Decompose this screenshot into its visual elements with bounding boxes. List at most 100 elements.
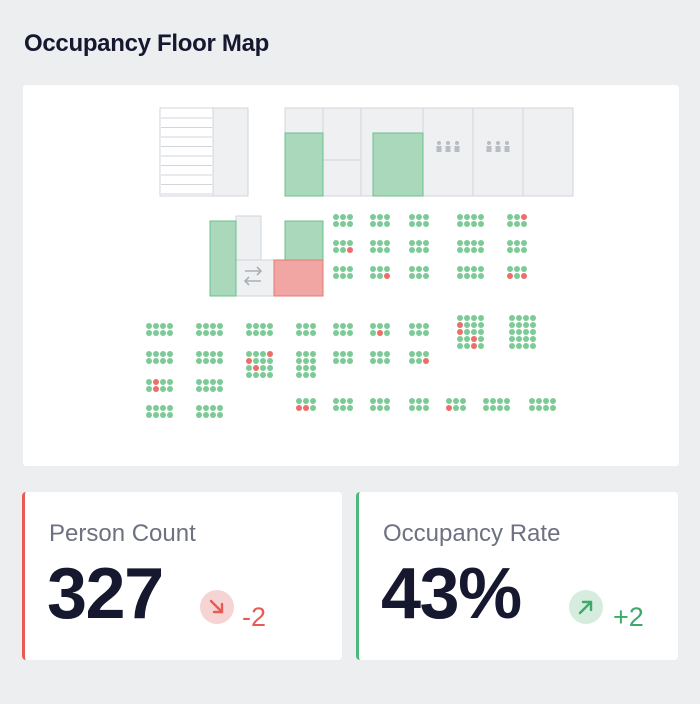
seat-available: [167, 386, 173, 392]
seat-available: [507, 266, 513, 272]
page-title: Occupancy Floor Map: [24, 30, 270, 57]
seat-available: [478, 273, 484, 279]
seat-occupied: [423, 358, 429, 364]
room-occupied: [209, 220, 237, 297]
seat-available: [303, 372, 309, 378]
seat-occupied: [471, 343, 477, 349]
seat-available: [310, 365, 316, 371]
seat-available: [464, 336, 470, 342]
seat-available: [267, 358, 273, 364]
seat-available: [203, 379, 209, 385]
seat-available: [409, 405, 415, 411]
seat-available: [296, 365, 302, 371]
seat-available: [377, 240, 383, 246]
seat-available: [217, 412, 223, 418]
seat-available: [507, 240, 513, 246]
seat-available: [497, 405, 503, 411]
seat-occupied: [303, 405, 309, 411]
seat-available: [536, 398, 542, 404]
seat-available: [536, 405, 542, 411]
seat-available: [340, 330, 346, 336]
seat-available: [478, 247, 484, 253]
seat-available: [516, 336, 522, 342]
seat-available: [507, 221, 513, 227]
seat-available: [384, 240, 390, 246]
seat-available: [384, 266, 390, 272]
room: [235, 259, 275, 297]
seat-available: [217, 330, 223, 336]
seat-available: [523, 322, 529, 328]
arrow-up-right-icon: [569, 590, 603, 624]
seat-available: [217, 386, 223, 392]
seat-available: [160, 412, 166, 418]
seat-available: [416, 266, 422, 272]
seat-available: [167, 351, 173, 357]
seat-available: [267, 323, 273, 329]
seat-occupied: [296, 405, 302, 411]
seat-available: [464, 221, 470, 227]
person-count-value: 327: [47, 554, 164, 634]
seat-available: [340, 247, 346, 253]
seat-available: [530, 343, 536, 349]
seat-available: [246, 365, 252, 371]
seat-available: [210, 323, 216, 329]
seat-available: [516, 343, 522, 349]
seat-available: [507, 247, 513, 253]
seat-available: [333, 240, 339, 246]
seat-available: [530, 315, 536, 321]
seat-available: [423, 214, 429, 220]
seat-available: [457, 221, 463, 227]
seat-available: [514, 221, 520, 227]
seat-available: [478, 214, 484, 220]
seat-available: [464, 315, 470, 321]
seat-available: [370, 330, 376, 336]
seat-available: [333, 323, 339, 329]
seat-available: [370, 405, 376, 411]
seat-available: [416, 398, 422, 404]
seat-occupied: [446, 405, 452, 411]
seat-available: [217, 405, 223, 411]
seat-available: [347, 398, 353, 404]
person-count-delta: -2: [242, 602, 267, 632]
seat-available: [483, 405, 489, 411]
seat-available: [409, 266, 415, 272]
seat-available: [203, 330, 209, 336]
seat-available: [423, 351, 429, 357]
seat-available: [253, 330, 259, 336]
seat-available: [160, 330, 166, 336]
seat-available: [370, 221, 376, 227]
seat-available: [246, 372, 252, 378]
seat-occupied: [384, 273, 390, 279]
seat-available: [384, 214, 390, 220]
restroom-icon: [486, 141, 510, 152]
swap-arrows-icon: [243, 266, 263, 286]
seat-available: [490, 398, 496, 404]
seat-available: [377, 221, 383, 227]
seat-available: [423, 240, 429, 246]
seat-available: [267, 330, 273, 336]
room: [212, 107, 249, 197]
seat-available: [340, 221, 346, 227]
seat-available: [347, 266, 353, 272]
seat-occupied: [471, 336, 477, 342]
seat-available: [550, 405, 556, 411]
seat-available: [153, 351, 159, 357]
seat-available: [333, 266, 339, 272]
floor-map[interactable]: [23, 85, 679, 466]
seat-available: [516, 329, 522, 335]
seat-available: [370, 273, 376, 279]
seat-available: [471, 214, 477, 220]
seat-available: [377, 405, 383, 411]
seat-available: [416, 240, 422, 246]
seat-available: [409, 221, 415, 227]
room: [322, 107, 362, 161]
seat-available: [340, 351, 346, 357]
person-count-card: Person Count 327 -2: [22, 492, 342, 660]
seat-available: [464, 247, 470, 253]
seat-available: [153, 330, 159, 336]
seat-available: [377, 214, 383, 220]
seat-available: [217, 358, 223, 364]
seat-available: [457, 240, 463, 246]
seat-available: [296, 351, 302, 357]
seat-available: [416, 358, 422, 364]
